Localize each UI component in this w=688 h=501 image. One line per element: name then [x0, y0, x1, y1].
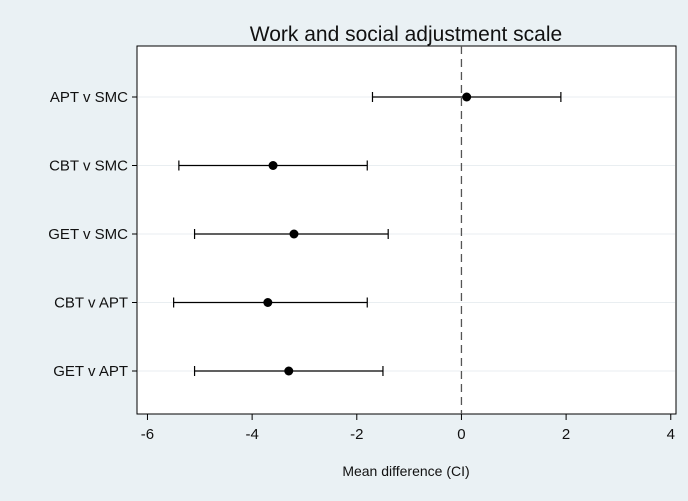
point-estimate-3 — [263, 298, 273, 307]
x-tick-label-0: -6 — [141, 426, 154, 443]
plot-area — [136, 45, 677, 415]
x-tick-label-4: 2 — [562, 426, 570, 443]
point-estimate-0 — [462, 92, 472, 102]
point-estimate-4 — [284, 366, 294, 376]
y-tick-label-1: CBT v SMC — [49, 158, 128, 175]
x-axis-label: Mean difference (CI) — [342, 463, 469, 479]
y-tick-label-4: GET v APT — [53, 363, 128, 380]
point-estimate-2 — [289, 229, 299, 239]
x-tick-label-1: -4 — [245, 426, 258, 443]
y-tick-label-2: GET v SMC — [48, 226, 128, 243]
y-axis: APT v SMC CBT v SMC GET v SMC CBT v APT GET … — [48, 89, 137, 380]
data-marks — [173, 92, 562, 376]
x-tick-label-3: 0 — [457, 426, 465, 443]
chart-title: Work and social adjustment scale — [250, 23, 562, 46]
x-tick-label-2: -2 — [350, 426, 363, 443]
x-axis: -6 -4 -2 0 2 4 — [141, 414, 675, 443]
y-tick-label-3: CBT v APT — [54, 295, 128, 312]
y-tick-label-0: APT v SMC — [50, 89, 128, 106]
point-estimate-1 — [268, 161, 278, 170]
x-tick-label-5: 4 — [667, 426, 675, 443]
